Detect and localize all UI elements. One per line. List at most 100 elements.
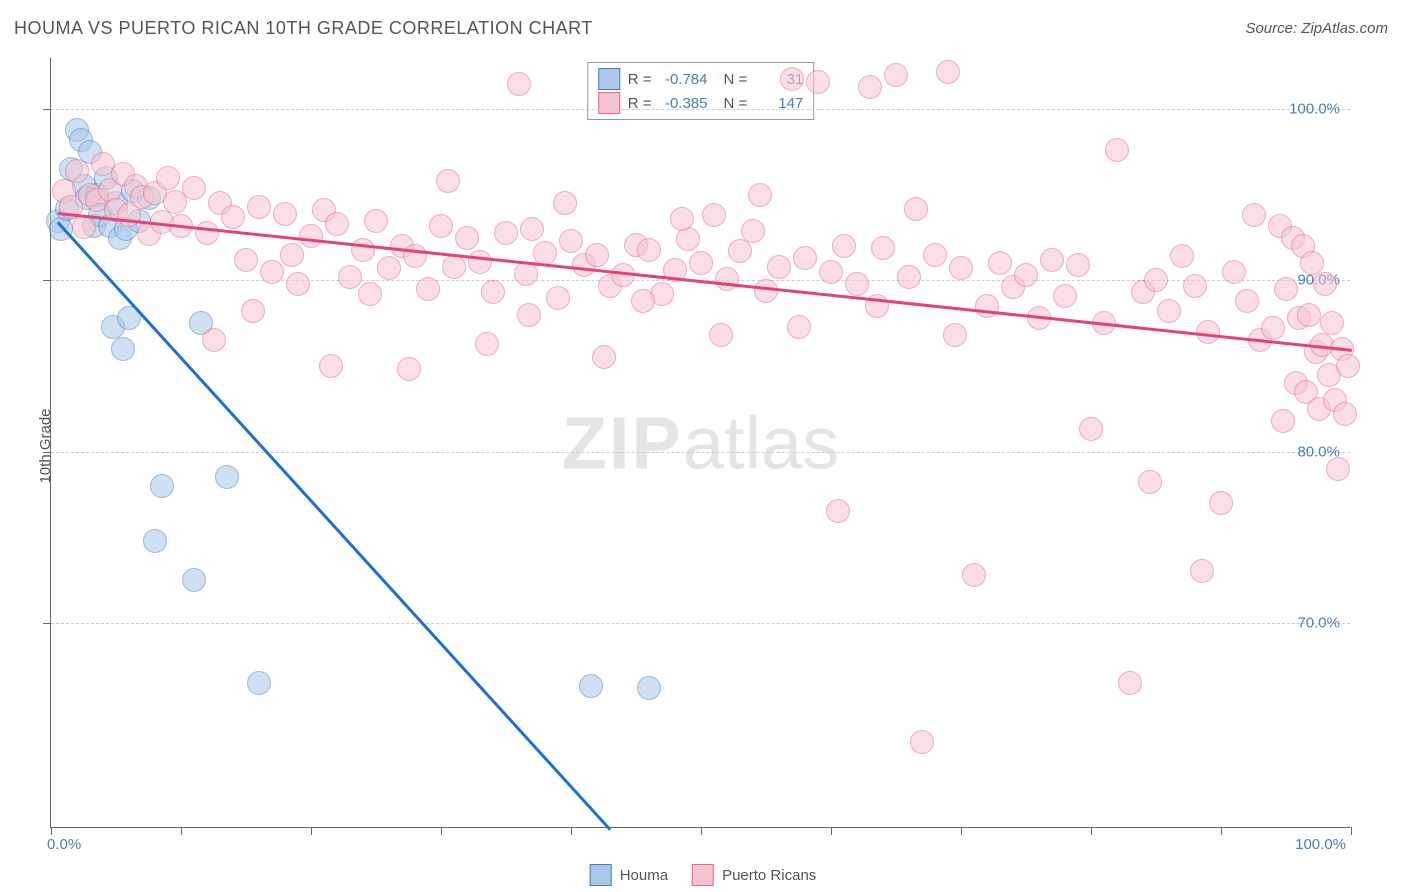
scatter-point (1144, 268, 1168, 292)
scatter-point (579, 674, 603, 698)
scatter-point (520, 217, 544, 241)
scatter-point (910, 730, 934, 754)
scatter-point (182, 568, 206, 592)
scatter-point (1333, 402, 1357, 426)
scatter-point (517, 303, 541, 327)
scatter-point (1138, 470, 1162, 494)
scatter-point (286, 272, 310, 296)
scatter-point (247, 195, 271, 219)
scatter-point (962, 563, 986, 587)
y-tick (43, 109, 51, 110)
scatter-point (676, 227, 700, 251)
scatter-point (832, 234, 856, 258)
scatter-point (143, 529, 167, 553)
scatter-point (397, 357, 421, 381)
scatter-point (533, 241, 557, 265)
scatter-point (1157, 299, 1181, 323)
scatter-point (299, 224, 323, 248)
y-tick (43, 280, 51, 281)
scatter-point (1105, 138, 1129, 162)
scatter-point (1271, 409, 1295, 433)
scatter-point (1326, 457, 1350, 481)
scatter-point (845, 272, 869, 296)
scatter-point (111, 337, 135, 361)
scatter-point (1053, 284, 1077, 308)
gridline (51, 109, 1350, 110)
scatter-point (325, 212, 349, 236)
scatter-point (1320, 311, 1344, 335)
scatter-point (858, 75, 882, 99)
scatter-point (234, 248, 258, 272)
scatter-point (494, 221, 518, 245)
scatter-point (1066, 253, 1090, 277)
scatter-point (1235, 289, 1259, 313)
scatter-point (475, 332, 499, 356)
scatter-point (468, 250, 492, 274)
x-tick (961, 827, 962, 835)
scatter-point (826, 499, 850, 523)
scatter-point (631, 289, 655, 313)
legend-label: Houma (620, 867, 668, 884)
scatter-point (65, 159, 89, 183)
scatter-point (793, 246, 817, 270)
scatter-point (754, 279, 778, 303)
correlation-stats-box: R =-0.784N =31R =-0.385N =147 (587, 62, 815, 120)
x-tick (181, 827, 182, 835)
scatter-point (1209, 491, 1233, 515)
scatter-point (481, 280, 505, 304)
scatter-point (351, 238, 375, 262)
scatter-point (377, 256, 401, 280)
watermark: ZIPatlas (562, 400, 839, 485)
scatter-point (364, 209, 388, 233)
legend-swatch (692, 864, 714, 886)
legend-swatch (598, 68, 620, 90)
legend: Houma Puerto Ricans (590, 864, 817, 886)
scatter-point (806, 70, 830, 94)
scatter-point (748, 183, 772, 207)
y-tick (43, 623, 51, 624)
scatter-point (904, 197, 928, 221)
scatter-point (741, 219, 765, 243)
scatter-point (436, 169, 460, 193)
scatter-point (1170, 244, 1194, 268)
scatter-point (1040, 248, 1064, 272)
plot-area: ZIPatlas R =-0.784N =31R =-0.385N =147 7… (50, 58, 1350, 828)
scatter-point (585, 243, 609, 267)
scatter-point (455, 226, 479, 250)
scatter-point (202, 328, 226, 352)
scatter-point (195, 221, 219, 245)
scatter-point (338, 265, 362, 289)
legend-swatch (598, 92, 620, 114)
x-tick (51, 827, 52, 835)
gridline (51, 452, 1350, 453)
x-tick (441, 827, 442, 835)
scatter-point (260, 260, 284, 284)
legend-item: Puerto Ricans (692, 864, 816, 886)
scatter-point (514, 262, 538, 286)
stats-row: R =-0.385N =147 (598, 91, 804, 115)
x-tick (831, 827, 832, 835)
scatter-point (637, 238, 661, 262)
scatter-point (1242, 203, 1266, 227)
scatter-point (358, 282, 382, 306)
scatter-point (156, 166, 180, 190)
legend-item: Houma (590, 864, 668, 886)
scatter-point (884, 63, 908, 87)
scatter-point (241, 299, 265, 323)
scatter-point (1190, 559, 1214, 583)
scatter-point (273, 202, 297, 226)
scatter-point (637, 676, 661, 700)
x-tick-label-left: 0.0% (47, 836, 81, 853)
x-tick (1221, 827, 1222, 835)
scatter-point (1222, 260, 1246, 284)
scatter-point (670, 207, 694, 231)
scatter-point (949, 256, 973, 280)
scatter-point (247, 671, 271, 695)
scatter-point (1196, 320, 1220, 344)
gridline (51, 623, 1350, 624)
scatter-point (988, 251, 1012, 275)
legend-swatch (590, 864, 612, 886)
y-tick-label: 100.0% (1289, 101, 1340, 118)
scatter-point (1336, 354, 1360, 378)
stat-value-r: -0.784 (660, 71, 708, 88)
